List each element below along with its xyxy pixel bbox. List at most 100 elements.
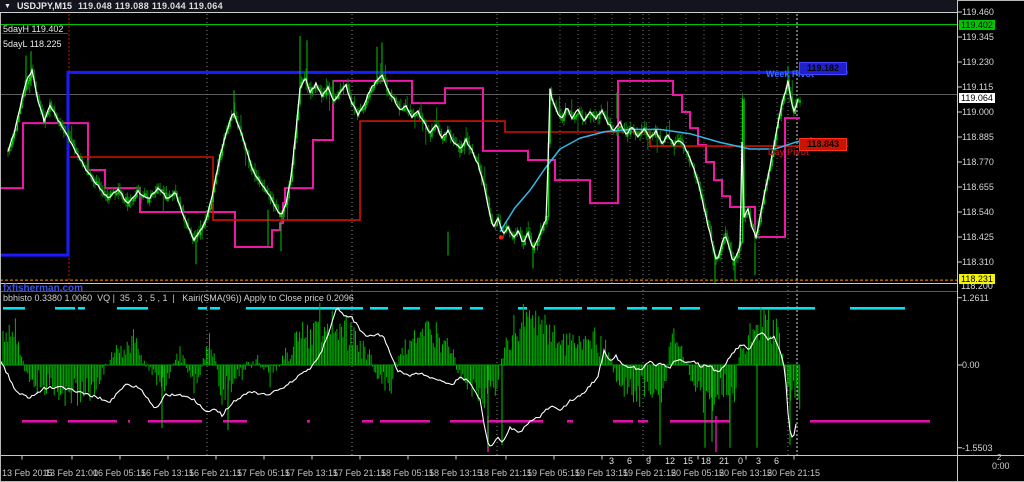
vq-dash [55,307,75,310]
date-tick-label: 20 Feb 05:15 [671,468,725,478]
date-tick-label: 16 Feb 21:15 [189,468,243,478]
hour-tick-label: 3 [609,456,615,466]
indicator-tick-label: 1.2611 [962,293,989,303]
corner-scale-label-bottom: 0:00 [992,461,1010,471]
vq-dash [470,307,483,310]
hour-tick-label: 18 [701,456,712,466]
price-highlight-label: 118.200 [961,281,993,291]
vq-dash [3,307,25,310]
time-axis-ticks [21,455,795,460]
hour-tick-label: 6 [774,456,780,466]
vq-dash [198,307,207,310]
vq-dash-low [638,420,648,423]
vq-dash [370,307,388,310]
vq-dash [518,307,527,310]
hour-tick-label: 15 [683,456,694,466]
date-tick-label: 20 Feb 13:15 [719,468,773,478]
five-day-high-label: 5dayH 119.402 [3,24,64,34]
date-tick-label: 17 Feb 21:15 [333,468,387,478]
vq-dash [587,307,615,310]
hour-tick-label: 0 [738,456,744,466]
price-tick-label: 119.345 [962,32,994,42]
vq-dash-low [670,420,730,423]
vq-dash-low [223,420,247,423]
price-tick-label: 118.885 [962,132,994,142]
price-tick-label: 118.770 [962,157,994,167]
date-tick-label: 20 Feb 21:15 [767,468,821,478]
vq-dash [680,307,700,310]
vq-dash [627,307,647,310]
hour-tick-label: 6 [627,456,633,466]
price-tick-label: 118.310 [962,257,994,267]
histogram-spikes [161,365,791,448]
price-tick-label: 119.230 [962,57,994,67]
indicator-parameters-label: bbhisto 0.3380 1.0060 VQ | 35 , 3 , 5 , … [3,293,354,303]
vq-dash-low [380,420,430,423]
bbhisto-bars [2,303,801,420]
price-tick-label: 118.425 [962,232,994,242]
hour-tick-label: 12 [665,456,676,466]
vq-dash [403,307,420,310]
indicator-tick-label: 0.00 [962,360,980,370]
date-tick-label: 16 Feb 05:15 [93,468,147,478]
hour-tick-label: 3 [756,456,762,466]
day-pivot-line[interactable] [70,120,848,221]
vq-dash [210,307,220,310]
indicator-tick-label: -1.5503 [962,443,993,453]
ohlc-quote-readout: 119.048 119.088 119.044 119.064 [77,1,223,11]
date-tick-label: 17 Feb 05:15 [237,468,291,478]
candle-spike-wicks [25,35,789,284]
date-tick-label: 18 Feb 05:15 [381,468,435,478]
signal-dot-marker[interactable] [498,235,504,240]
day-pivot-price-tag[interactable]: 118.843 [799,138,847,151]
vq-dash [435,307,462,310]
corner-scale-label-top: 2 [997,453,1002,462]
price-tick-label: 118.655 [962,182,994,192]
vq-dash-low [567,420,573,423]
date-tick-label: 17 Feb 13:15 [285,468,339,478]
week-pivot-price-tag[interactable]: 119.182 [799,62,847,75]
vq-dash [850,307,905,310]
price-tick-label: 118.540 [962,207,994,217]
price-tick-label: 119.000 [962,107,994,117]
date-tick-label: 16 Feb 13:15 [141,468,195,478]
vq-dash-low [307,420,310,423]
vq-dash [246,307,363,310]
hour-tick-label: 21 [719,456,730,466]
price-highlight-label: 118.231 [959,274,995,284]
vq-dash [117,307,148,310]
chart-title-bar[interactable]: ▼ USDJPY,M15 119.048 119.088 119.044 119… [0,0,957,13]
price-line [7,68,799,262]
price-tick-label: 119.460 [962,7,994,17]
kairi-line [0,307,797,447]
date-tick-label: 18 Feb 13:15 [429,468,483,478]
vq-dash-low [362,420,373,423]
date-tick-label: 19 Feb 13:15 [575,468,629,478]
vq-dash [544,307,582,310]
date-tick-label: 13 Feb 2015 [2,468,53,478]
hour-tick-label: 9 [646,456,652,466]
vq-dash-low [613,420,633,423]
chevron-down-icon[interactable]: ▼ [4,2,11,10]
date-tick-label: 19 Feb 21:15 [623,468,677,478]
date-tick-label: 13 Feb 21:00 [45,468,99,478]
vq-dash-low [148,420,202,423]
vq-dash-low [22,420,57,423]
date-tick-label: 19 Feb 05:15 [527,468,581,478]
vq-dash [652,307,672,310]
week-pivot-line[interactable] [0,70,848,257]
vq-dash-low [487,420,543,423]
vq-dash-low [128,420,130,423]
price-tick-label: 119.115 [962,82,994,92]
date-tick-label: 18 Feb 21:15 [479,468,533,478]
vq-dash [738,307,815,310]
vq-dash [78,307,85,310]
vq-dash-low [810,420,930,423]
day-pivot-line-label[interactable]: Day Pivot [768,147,810,157]
price-highlight-label: 119.064 [959,93,995,103]
price-highlight-label: 119.402 [959,20,995,30]
magenta-step-line[interactable] [0,79,800,248]
vq-dash-low [68,420,117,423]
